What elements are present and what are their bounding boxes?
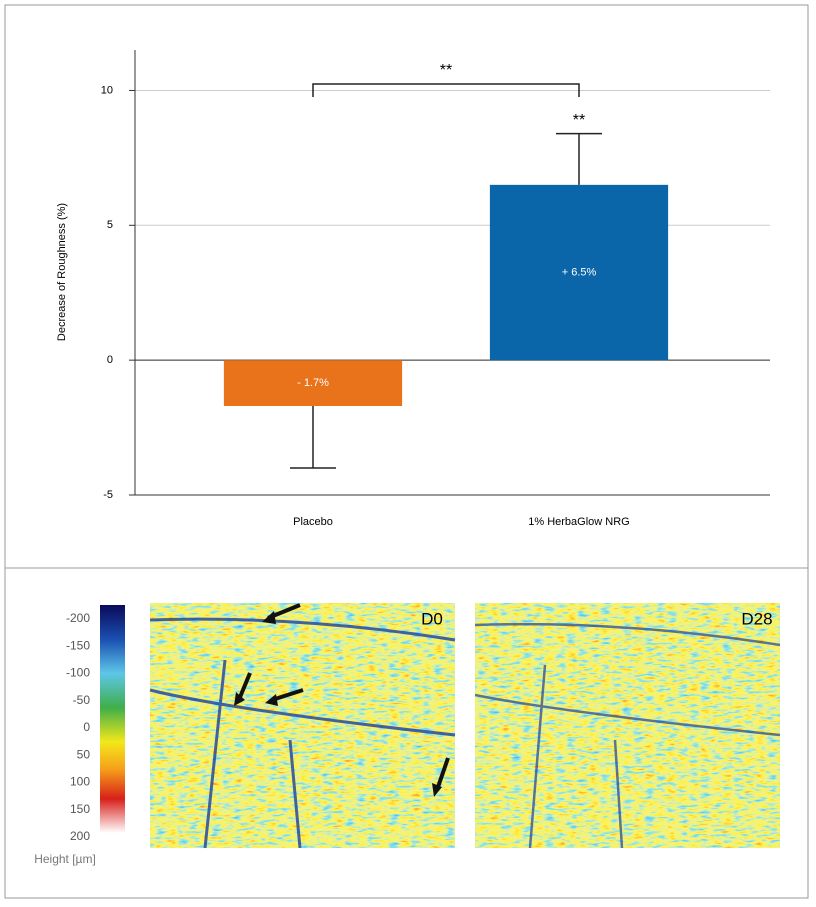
image-label: D0 [421, 609, 443, 628]
y-tick-label: 10 [101, 84, 113, 96]
y-tick-label: 5 [107, 219, 113, 231]
colorbar-tick-label: -100 [66, 666, 90, 680]
heat-texture [475, 603, 780, 848]
colorbar-tick-label: 200 [70, 829, 90, 843]
value-label: + 6.5% [562, 266, 597, 278]
colorbar-tick-label: -200 [66, 611, 90, 625]
colorbar-tick-label: 50 [77, 747, 91, 761]
annotation: ** [440, 62, 452, 79]
height-map [475, 603, 780, 848]
y-tick-label: 0 [107, 354, 113, 366]
height-map [150, 603, 455, 848]
y-tick-label: -5 [103, 489, 113, 501]
value-label: - 1.7% [297, 377, 329, 389]
annotation: ** [573, 112, 585, 129]
y-axis-label: Decrease of Roughness (%) [56, 203, 68, 341]
colorbar-tick-label: 100 [70, 775, 90, 789]
colorbar-tick-label: 150 [70, 802, 90, 816]
colorbar [100, 605, 125, 833]
chart-panel [5, 5, 808, 568]
colorbar-label: Height [µm] [34, 852, 96, 866]
image-label: D28 [741, 609, 772, 628]
heat-texture [150, 603, 455, 848]
colorbar-tick-label: -50 [73, 693, 91, 707]
colorbar-tick-label: -150 [66, 638, 90, 652]
x-tick-label: 1% HerbaGlow NRG [528, 516, 629, 528]
x-tick-label: Placebo [293, 516, 333, 528]
page: Decrease of Roughness (%) Height [µm] D0… [0, 0, 816, 902]
colorbar-tick-label: 0 [83, 720, 90, 734]
